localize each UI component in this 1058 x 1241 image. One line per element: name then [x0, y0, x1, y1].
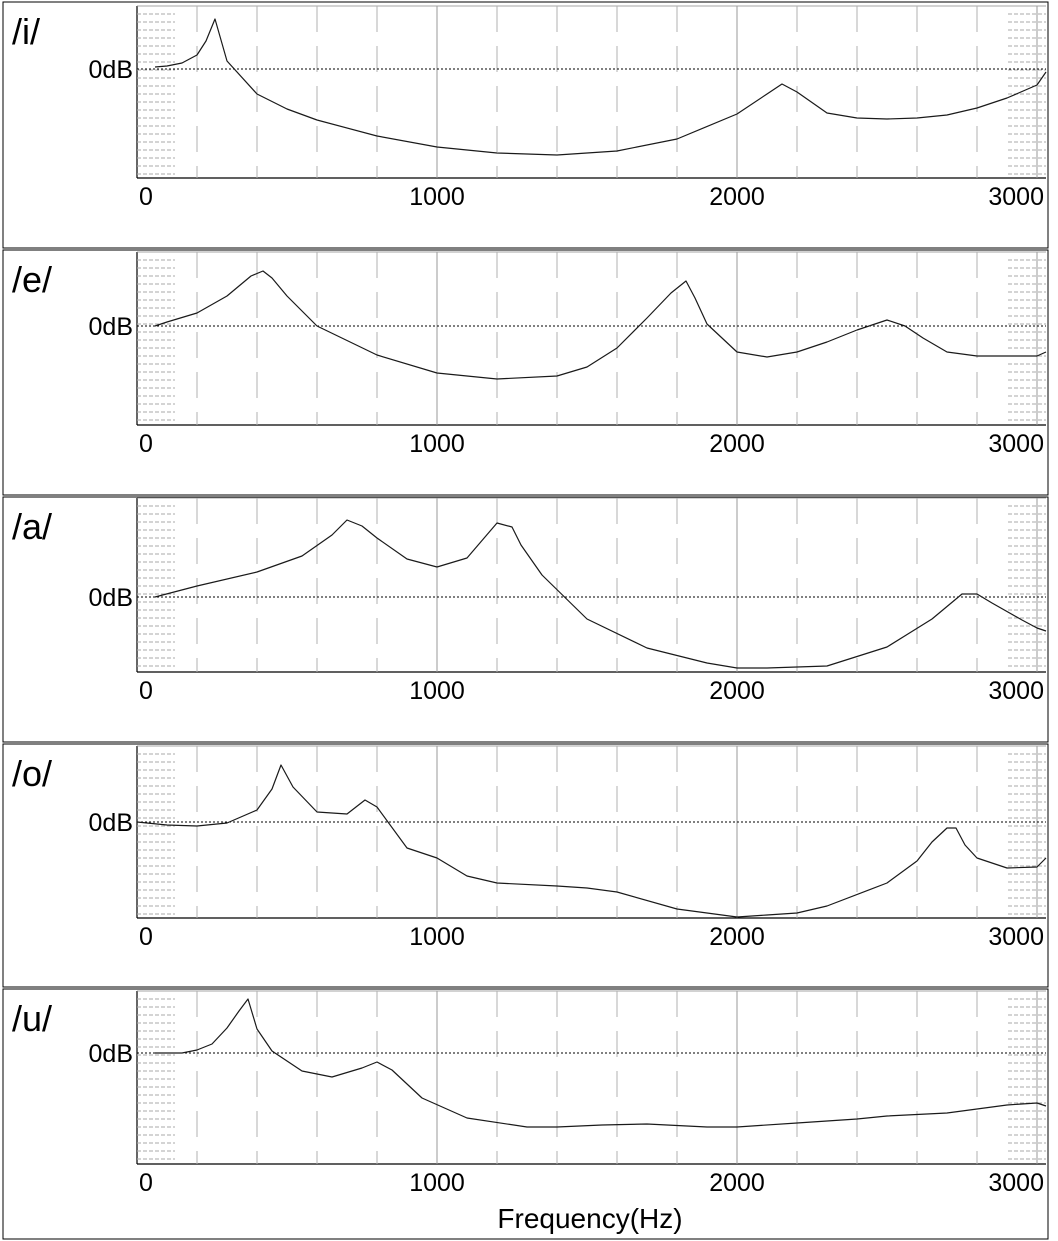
panel-4-x-tick-label-3000: 3000: [988, 923, 1044, 951]
panel-3-frame: [2, 496, 1049, 743]
panel-4-x-tick-label-1000: 1000: [409, 923, 465, 951]
panel-3-x-tick-label-1000: 1000: [409, 677, 465, 705]
panel-2-x-tick-label-0: 0: [139, 430, 153, 458]
panel-4-vowel-label: /o/: [12, 753, 52, 794]
panel-2-spectrum-line-1: [154, 270, 1047, 380]
panel-3-zero-db-label: 0dB: [89, 584, 133, 612]
panel-2-frame: [2, 249, 1049, 496]
panel-2-x-tick-label-3000: 3000: [988, 430, 1044, 458]
panel-3-x-tick-label-3000: 3000: [988, 677, 1044, 705]
panel-4-zero-db-label: 0dB: [89, 809, 133, 837]
panel-1-x-tick-label-1000: 1000: [409, 183, 465, 211]
panel-5-vowel-label: /u/: [12, 998, 52, 1039]
panel-5-x-tick-label-2000: 2000: [709, 1169, 765, 1197]
panel-1-zero-db-label: 0dB: [89, 56, 133, 84]
panel-3-spectrum-line-1: [154, 519, 1047, 669]
panel-4-x-tick-label-0: 0: [139, 923, 153, 951]
panel-5-spectrum-line-1: [155, 998, 1047, 1128]
panel-2-x-tick-label-1000: 1000: [409, 430, 465, 458]
panel-5-x-tick-label-3000: 3000: [988, 1169, 1044, 1197]
panel-4-frame: [2, 743, 1049, 988]
panel-4-x-tick-label-2000: 2000: [709, 923, 765, 951]
panel-1-frame: [2, 1, 1049, 249]
panel-5-frame: [2, 988, 1049, 1240]
panel-4-spectrum-line-1: [136, 764, 1047, 918]
panel-3-x-tick-label-0: 0: [139, 677, 153, 705]
panel-1-x-tick-label-2000: 2000: [709, 183, 765, 211]
panel-2-zero-db-label: 0dB: [89, 313, 133, 341]
panel-1-spectrum-line-1: [154, 18, 1047, 156]
panel-1-vowel-label: /i/: [12, 11, 40, 52]
panel-1-x-tick-label-3000: 3000: [988, 183, 1044, 211]
panel-5-x-tick-label-0: 0: [139, 1169, 153, 1197]
x-axis-title: Frequency(Hz): [497, 1203, 682, 1234]
panel-3-vowel-label: /a/: [12, 506, 52, 547]
panel-5-x-tick-label-1000: 1000: [409, 1169, 465, 1197]
panel-2-vowel-label: /e/: [12, 259, 52, 300]
panel-3-x-tick-label-2000: 2000: [709, 677, 765, 705]
panel-5-zero-db-label: 0dB: [89, 1040, 133, 1068]
panel-2-x-tick-label-2000: 2000: [709, 430, 765, 458]
panel-1-x-tick-label-0: 0: [139, 183, 153, 211]
